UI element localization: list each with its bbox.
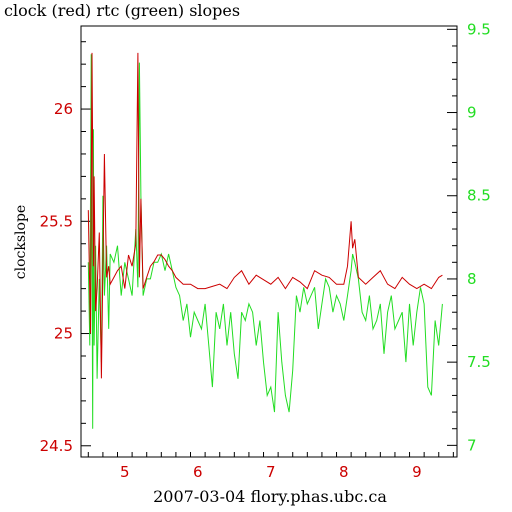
left-axis-ticks: 24.5 25 25.5 26 [40, 41, 91, 455]
series-layer [87, 52, 443, 429]
y-axis-label: clockslope [13, 205, 29, 279]
bottom-tick-label: 7 [266, 463, 276, 481]
left-tick-label: 24.5 [40, 437, 73, 455]
bottom-axis-ticks: 5 6 7 8 9 [87, 452, 454, 481]
right-tick-label: 9 [467, 104, 477, 122]
rtc-series-line [87, 54, 443, 429]
clock-series-line [87, 52, 443, 379]
right-tick-label: 7.5 [467, 353, 491, 371]
right-tick-label: 9.5 [467, 20, 491, 38]
plot-frame [80, 25, 458, 458]
x-axis-label: 2007-03-04 flory.phas.ubc.ca [153, 487, 387, 506]
left-tick-label: 25.5 [40, 212, 73, 230]
chart-title: clock (red) rtc (green) slopes [4, 1, 240, 20]
bottom-tick-label: 9 [412, 463, 422, 481]
right-tick-label: 8 [467, 270, 477, 288]
bottom-tick-label: 6 [193, 463, 203, 481]
bottom-tick-label: 5 [120, 463, 130, 481]
left-tick-label: 26 [54, 100, 73, 118]
right-tick-label: 8.5 [467, 187, 491, 205]
bottom-tick-label: 8 [339, 463, 349, 481]
right-axis-ticks: 7 7.5 8 8.5 9 9.5 [447, 20, 491, 454]
left-tick-label: 25 [54, 325, 73, 343]
right-tick-label: 7 [467, 436, 477, 454]
